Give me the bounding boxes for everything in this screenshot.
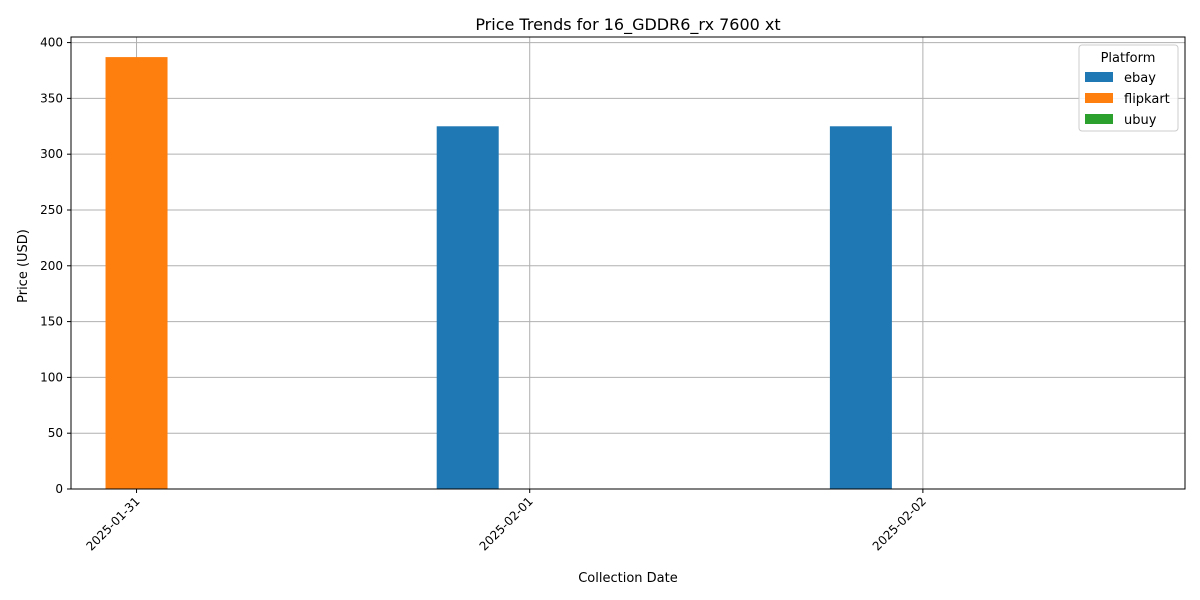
- y-tick-label: 100: [40, 370, 63, 384]
- legend-label-flipkart: flipkart: [1124, 92, 1170, 107]
- x-axis-label: Collection Date: [578, 571, 678, 586]
- legend-label-ebay: ebay: [1124, 71, 1156, 86]
- legend-entries: ebay flipkart ubuy: [1085, 71, 1170, 128]
- y-tick-label: 150: [40, 315, 63, 329]
- legend: Platform ebay flipkart ubuy: [1078, 44, 1179, 132]
- y-tick-label: 200: [40, 259, 63, 273]
- grid-layer: [71, 37, 1185, 490]
- x-tick-label: 2025-02-02: [870, 494, 929, 553]
- x-tick-label: 2025-01-31: [83, 494, 142, 553]
- legend-swatch-ubuy: [1085, 114, 1113, 124]
- chart-title: Price Trends for 16_GDDR6_rx 7600 xt: [475, 15, 780, 35]
- legend-swatch-ebay: [1085, 72, 1113, 82]
- legend-frame: [1078, 44, 1179, 132]
- bar-flipkart-2025-01-31: [105, 57, 168, 489]
- y-tick-label: 300: [40, 147, 63, 161]
- bars-layer: [105, 57, 892, 490]
- x-tick-label: 2025-02-01: [477, 494, 536, 553]
- legend-label-ubuy: ubuy: [1124, 113, 1157, 128]
- bar-ebay-2025-02-01: [436, 126, 499, 490]
- bar-ebay-2025-02-02: [829, 126, 892, 490]
- legend-swatch-flipkart: [1085, 93, 1113, 103]
- legend-title: Platform: [1101, 51, 1156, 66]
- y-tick-label: 350: [40, 91, 63, 105]
- y-axis-label: Price (USD): [16, 229, 31, 303]
- y-tick-label: 0: [55, 482, 63, 496]
- y-tick-label: 400: [40, 36, 63, 50]
- y-tick-label: 50: [48, 426, 63, 440]
- axes-frame: [70, 36, 1186, 490]
- y-tick-label: 250: [40, 203, 63, 217]
